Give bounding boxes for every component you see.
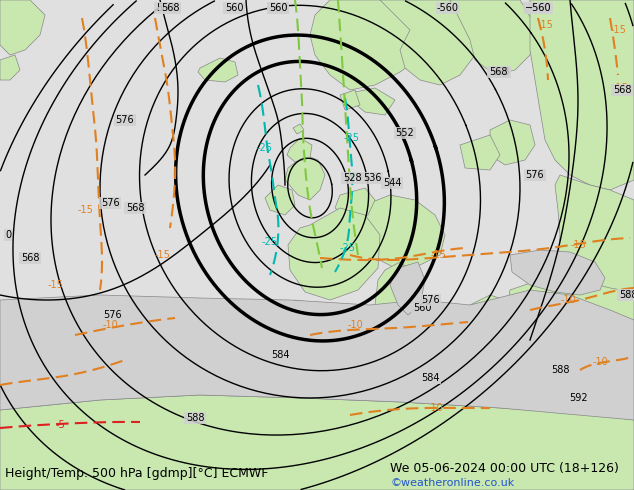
Polygon shape: [466, 295, 508, 332]
Text: 588: 588: [621, 290, 634, 300]
Text: 576: 576: [103, 310, 121, 320]
Polygon shape: [265, 185, 295, 215]
Polygon shape: [367, 325, 388, 355]
Polygon shape: [488, 350, 528, 365]
Text: 560: 560: [269, 3, 287, 13]
Text: We 05-06-2024 00:00 UTC (18+126): We 05-06-2024 00:00 UTC (18+126): [390, 462, 619, 475]
Text: 0: 0: [5, 230, 11, 240]
Text: 560: 560: [224, 3, 243, 13]
Polygon shape: [293, 124, 304, 134]
Text: Height/Temp. 500 hPa [gdmp][°C] ECMWF: Height/Temp. 500 hPa [gdmp][°C] ECMWF: [5, 467, 268, 480]
Text: 576: 576: [101, 198, 119, 208]
Text: -560: -560: [529, 3, 551, 13]
Text: -15: -15: [537, 20, 553, 30]
Polygon shape: [490, 120, 535, 165]
Polygon shape: [385, 362, 410, 380]
Polygon shape: [390, 262, 425, 315]
Text: 536: 536: [363, 173, 381, 183]
Text: ©weatheronline.co.uk: ©weatheronline.co.uk: [390, 478, 514, 488]
Text: 568: 568: [126, 203, 145, 213]
Polygon shape: [288, 208, 380, 300]
Text: 588: 588: [551, 365, 569, 375]
Text: 568: 568: [612, 85, 631, 95]
Polygon shape: [355, 195, 445, 268]
Polygon shape: [510, 250, 605, 295]
Text: -10: -10: [347, 320, 363, 330]
Text: -15: -15: [610, 25, 626, 35]
Text: -15: -15: [154, 250, 170, 260]
Polygon shape: [0, 290, 634, 420]
Text: 588: 588: [186, 413, 204, 423]
Polygon shape: [555, 175, 634, 360]
Text: 584: 584: [271, 350, 289, 360]
Polygon shape: [287, 138, 312, 162]
Text: -15: -15: [47, 280, 63, 290]
Text: -560: -560: [437, 3, 459, 13]
Text: 568: 568: [491, 67, 509, 77]
Text: -15: -15: [77, 205, 93, 215]
Text: -10: -10: [592, 357, 608, 367]
Text: -10: -10: [102, 320, 118, 330]
Text: 576: 576: [526, 170, 545, 180]
Text: -25: -25: [344, 133, 360, 143]
Polygon shape: [350, 88, 395, 115]
Polygon shape: [380, 0, 480, 85]
Text: 528: 528: [343, 173, 361, 183]
Text: 560: 560: [413, 303, 431, 313]
Polygon shape: [310, 0, 430, 90]
Text: -25: -25: [257, 143, 273, 153]
Polygon shape: [335, 188, 375, 218]
Polygon shape: [368, 305, 382, 325]
Text: -10: -10: [560, 295, 576, 305]
Text: 576: 576: [421, 295, 439, 305]
Polygon shape: [508, 278, 634, 325]
Polygon shape: [0, 0, 45, 55]
Polygon shape: [0, 55, 20, 80]
Text: 576: 576: [115, 115, 134, 125]
Text: 568: 568: [489, 67, 507, 77]
Text: 544: 544: [383, 178, 401, 188]
Text: 584: 584: [421, 373, 439, 383]
Polygon shape: [248, 300, 368, 410]
Polygon shape: [198, 58, 238, 82]
Text: 552: 552: [396, 128, 415, 138]
Polygon shape: [285, 155, 325, 200]
Text: 560: 560: [269, 3, 287, 13]
Polygon shape: [0, 395, 634, 490]
Text: -15: -15: [430, 250, 446, 260]
Polygon shape: [460, 135, 500, 170]
Text: -15: -15: [612, 83, 628, 93]
Text: 568: 568: [156, 3, 174, 13]
Text: 592: 592: [569, 393, 587, 403]
Polygon shape: [570, 327, 592, 338]
Text: -5: -5: [55, 420, 65, 430]
Polygon shape: [372, 262, 418, 350]
Polygon shape: [530, 0, 634, 190]
Text: 568: 568: [21, 253, 39, 263]
Text: -15: -15: [570, 240, 586, 250]
Text: 568: 568: [161, 3, 179, 13]
Text: -25: -25: [340, 243, 356, 253]
Text: −560: −560: [525, 3, 552, 13]
Text: 588: 588: [619, 290, 634, 300]
Text: -25: -25: [262, 237, 278, 247]
Polygon shape: [340, 90, 360, 110]
Polygon shape: [450, 0, 535, 75]
Text: -10: -10: [427, 403, 443, 413]
